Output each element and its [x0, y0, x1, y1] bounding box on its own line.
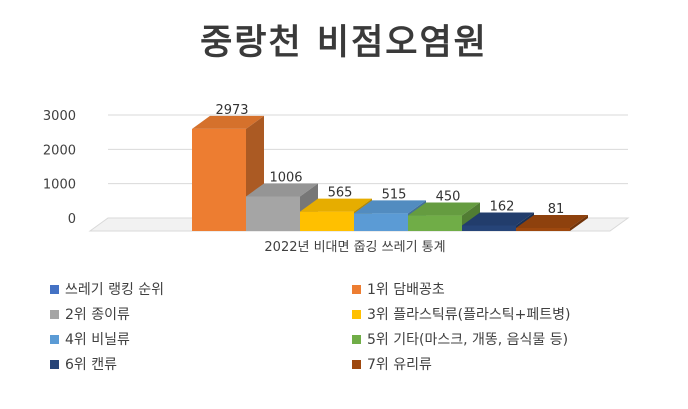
y-axis-ticks: 0 1000 2000 3000: [43, 109, 76, 227]
data-labels: 2973 1006 565 515 450 162 81: [215, 103, 564, 217]
y-tick-label: 0: [68, 212, 76, 227]
legend-swatch: [50, 309, 59, 319]
legend-swatch: [352, 334, 361, 344]
bar-front-face: [192, 128, 246, 231]
bar-7: [516, 215, 588, 231]
legend-swatch: [352, 284, 361, 294]
legend-label: 1위 담배꽁초: [367, 282, 445, 298]
legend-swatch: [352, 309, 361, 319]
bars: [192, 115, 588, 231]
data-label: 565: [328, 186, 353, 201]
y-tick-label: 1000: [43, 178, 76, 193]
bar-top-face: [246, 183, 318, 197]
legend-swatch: [50, 334, 59, 344]
legend-label: 7위 유리류: [367, 357, 432, 373]
bar-side-face: [570, 215, 588, 231]
bar-front-face: [354, 213, 408, 231]
bar-top-face: [462, 212, 534, 226]
data-label: 1006: [269, 170, 302, 185]
bar-top-face: [354, 200, 426, 214]
legend-label: 3위 플라스틱류(플라스틱+페트병): [367, 307, 571, 323]
bar-front-face: [300, 211, 354, 231]
legend-label: 5위 기타(마스크, 개똥, 음식물 등): [367, 332, 569, 348]
legend-item: 3위 플라스틱류(플라스틱+페트병): [352, 303, 570, 325]
bar-top-face: [300, 198, 372, 212]
legend-item: 1위 담배꽁초: [352, 278, 445, 300]
bar-front-face: [516, 228, 570, 231]
legend-label: 6위 캔류: [65, 357, 117, 373]
legend-swatch: [50, 359, 59, 369]
legend-item: 4위 비닐류: [50, 328, 130, 350]
bar-top-face: [192, 115, 264, 129]
legend-swatch: [352, 359, 361, 369]
bar-top-face: [408, 202, 480, 216]
chart-title: 중랑천 비점오염원: [200, 23, 488, 63]
data-label: 2973: [215, 103, 248, 118]
legend-item: 쓰레기 랭킹 순위: [50, 278, 164, 300]
legend-item: 2위 종이류: [50, 303, 130, 325]
y-tick-label: 2000: [43, 143, 76, 158]
data-label: 515: [382, 187, 407, 202]
bar-chart-plot: 0 1000 2000 3000 2973 1006 565 515 450 162 81 202…: [43, 103, 630, 255]
bar-front-face: [462, 225, 516, 231]
data-label: 162: [490, 199, 515, 214]
legend-label: 2위 종이류: [65, 307, 130, 323]
legend-item: 6위 캔류: [50, 353, 117, 375]
legend-label: 4위 비닐류: [65, 332, 130, 348]
data-label: 450: [436, 190, 461, 205]
bar-front-face: [246, 196, 300, 231]
bar-5: [408, 202, 480, 231]
y-tick-label: 3000: [43, 109, 76, 124]
bar-top-face: [516, 215, 588, 228]
legend-item: 5위 기타(마스크, 개똥, 음식물 등): [352, 328, 568, 350]
legend-swatch: [50, 284, 59, 294]
x-axis-label: 2022년 비대면 줍깅 쓰레기 통계: [264, 240, 445, 255]
bar-1: [192, 115, 264, 231]
legend-label: 쓰레기 랭킹 순위: [65, 282, 165, 298]
bar-front-face: [408, 215, 462, 231]
legend-item: 7위 유리류: [352, 353, 432, 375]
data-label: 81: [548, 202, 565, 217]
